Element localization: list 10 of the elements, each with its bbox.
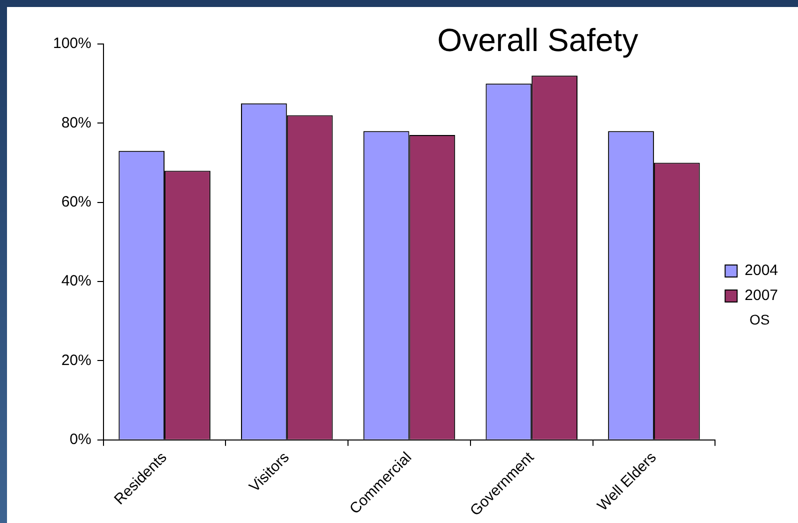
text: OS: [749, 311, 770, 328]
y-tick-label: 20%: [61, 352, 92, 369]
y-tick-label: 40%: [61, 272, 92, 290]
y-tick-label: 60%: [61, 194, 92, 211]
legend-label: 2004: [744, 262, 778, 280]
y-tick-label: 80%: [61, 114, 92, 132]
legend-label: 2007: [744, 287, 778, 304]
chart-title: Overall Safety: [437, 22, 638, 58]
y-tick-label: 0%: [70, 431, 92, 448]
y-tick-label: 100%: [52, 35, 92, 52]
